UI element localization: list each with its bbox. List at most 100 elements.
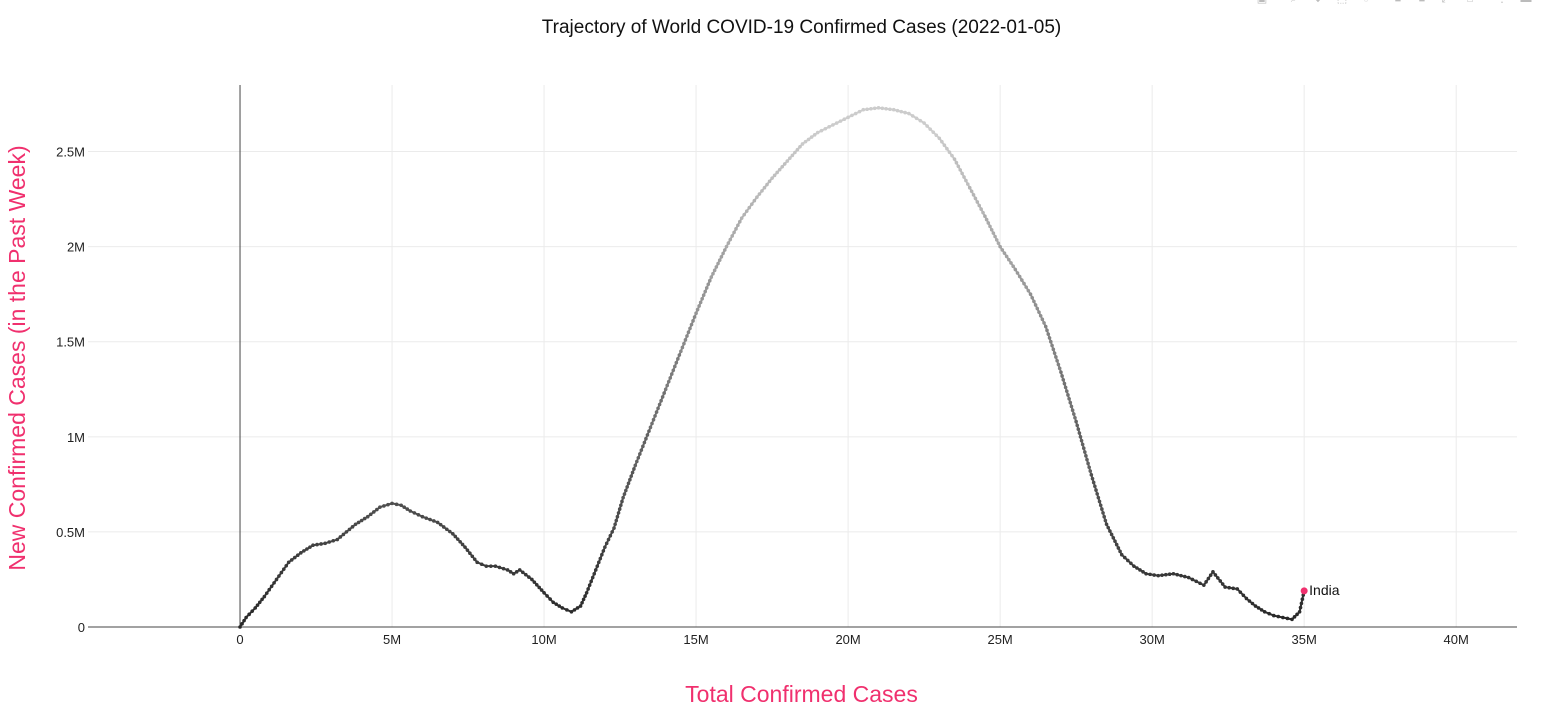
trajectory-point	[1074, 419, 1078, 424]
trajectory-point	[580, 600, 584, 605]
zoom-out-icon[interactable]: ■	[1416, 0, 1428, 5]
trajectory-point	[969, 189, 974, 194]
trajectory-point	[1011, 264, 1015, 269]
trajectory-point	[666, 379, 671, 384]
trajectory-point	[625, 485, 629, 489]
box-select-icon[interactable]: ⬚	[1336, 0, 1348, 5]
trajectory-point	[1111, 536, 1116, 540]
trajectory-point	[463, 545, 467, 549]
trajectory-point	[1085, 457, 1089, 462]
trajectory-point	[315, 542, 319, 547]
trajectory-point	[472, 557, 477, 562]
trajectory-point	[762, 185, 767, 190]
trajectory-point	[782, 162, 787, 166]
trajectory-point	[819, 128, 824, 133]
trajectory-point	[653, 414, 657, 418]
trajectory-point	[865, 107, 869, 112]
autoscale-icon[interactable]: ⤢	[1440, 0, 1452, 5]
pan-icon[interactable]: ✥	[1312, 0, 1324, 5]
trajectory-point	[709, 275, 714, 279]
x-tick-label: 5M	[383, 632, 401, 647]
trajectory-point	[1037, 310, 1041, 314]
trajectory-point	[557, 604, 562, 608]
trajectory-point	[1218, 579, 1223, 583]
camera-icon[interactable]: ▣	[1256, 0, 1268, 5]
trajectory-point	[1007, 257, 1011, 262]
trajectory-point	[613, 522, 617, 527]
india-label: India	[1309, 582, 1340, 598]
trajectory-point	[1091, 480, 1096, 485]
trajectory-point	[869, 106, 873, 111]
series-layer	[238, 106, 1308, 629]
trajectory-point	[1050, 343, 1054, 348]
trajectory-point	[1084, 454, 1088, 458]
trajectory-point	[842, 117, 847, 122]
trajectory-point	[991, 231, 996, 235]
trajectory-point	[714, 265, 719, 269]
trajectory-point	[390, 501, 394, 506]
trajectory-point	[508, 570, 513, 574]
chart-title: Trajectory of World COVID-19 Confirmed C…	[541, 17, 1062, 38]
trajectory-point	[375, 507, 379, 512]
trajectory-point	[1262, 609, 1267, 614]
trajectory-point	[622, 492, 627, 496]
trajectory-point	[589, 579, 593, 584]
trajectory-point	[632, 467, 636, 471]
trajectory-point	[1009, 261, 1013, 265]
zoom-icon[interactable]: ⌕	[1288, 0, 1300, 5]
trajectory-point	[323, 541, 327, 546]
trajectory-point	[895, 108, 900, 113]
trajectory-point	[981, 210, 985, 215]
trajectory-point	[795, 147, 800, 152]
trajectory-point	[311, 543, 315, 548]
modebar[interactable]: ▣ ⌕ ✥ ⬚ ◌ ■ ■ ⤢ ⌂ ⋮ ▬	[1250, 0, 1540, 6]
trajectory-point	[1089, 473, 1094, 477]
trajectory-point	[617, 507, 622, 511]
trajectory-point	[460, 542, 465, 547]
trajectory-point	[238, 625, 242, 629]
zoom-in-icon[interactable]: ■	[1392, 0, 1404, 5]
spike-icon[interactable]: ⋮	[1496, 0, 1508, 5]
trajectory-point	[711, 271, 715, 276]
trajectory-point	[1057, 366, 1062, 371]
trajectory-point	[1119, 552, 1124, 557]
trajectory-point	[704, 286, 709, 290]
trajectory-point	[922, 121, 926, 125]
trajectory-point	[1013, 267, 1018, 272]
trajectory-point	[952, 157, 957, 161]
trajectory-point	[362, 516, 367, 521]
trajectory-point	[432, 519, 436, 523]
trajectory-point	[372, 510, 376, 514]
trajectory-point	[996, 241, 1001, 246]
trajectory-point	[770, 176, 774, 180]
trajectory-point	[1070, 408, 1075, 413]
trajectory-point	[834, 121, 839, 125]
y-axis-title: New Confirmed Cases (in the Past Week)	[4, 145, 30, 571]
trajectory-point	[669, 372, 674, 376]
lasso-icon[interactable]: ◌	[1360, 0, 1372, 5]
trajectory-point	[1060, 374, 1064, 378]
trajectory-point	[629, 474, 634, 478]
trajectory-point	[1152, 573, 1156, 577]
trajectory-point	[1106, 525, 1111, 530]
hover-icon[interactable]: ▬	[1520, 0, 1532, 5]
trajectory-point	[451, 532, 455, 536]
trajectory-point	[1256, 606, 1261, 610]
trajectory-point	[1032, 299, 1036, 304]
trajectory-segment	[336, 530, 348, 541]
trajectory-point	[884, 106, 888, 111]
trajectory-point	[1241, 593, 1246, 598]
reset-axes-icon[interactable]: ⌂	[1464, 0, 1476, 5]
trajectory-point	[663, 387, 668, 392]
trajectory-point	[803, 139, 808, 144]
trajectory-point	[752, 198, 757, 203]
trajectory-point	[1102, 514, 1107, 519]
trajectory-point	[530, 577, 534, 582]
trajectory-point	[1052, 351, 1057, 355]
trajectory-point	[356, 520, 361, 525]
trajectory-point	[700, 296, 704, 301]
trajectory-point	[1194, 579, 1199, 584]
trajectory-point	[302, 549, 306, 553]
trajectory-point	[659, 398, 663, 403]
trajectory-point	[1076, 427, 1081, 432]
